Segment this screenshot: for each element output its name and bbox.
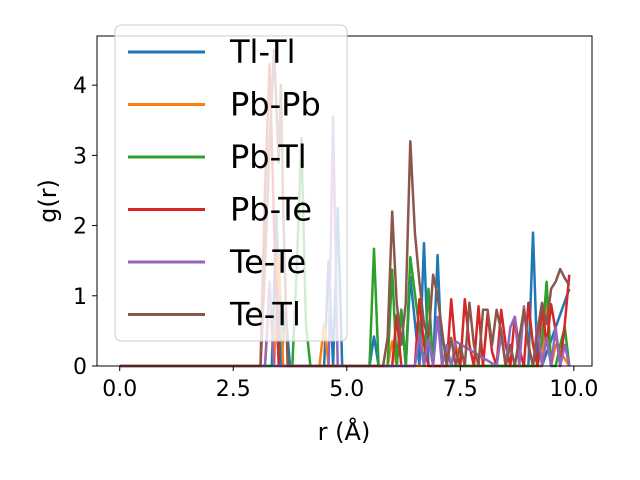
legend-label-tl-tl: Tl-Tl bbox=[229, 33, 295, 71]
legend-label-pb-tl: Pb-Tl bbox=[230, 138, 307, 176]
x-tick-label: 2.5 bbox=[216, 377, 251, 402]
legend-label-pb-pb: Pb-Pb bbox=[230, 86, 321, 124]
y-tick-label: 0 bbox=[73, 355, 87, 380]
y-tick-label: 4 bbox=[73, 74, 87, 99]
series-line-pb-pb bbox=[119, 252, 571, 368]
x-tick-label: 10.0 bbox=[549, 377, 598, 402]
y-tick-label: 3 bbox=[73, 144, 87, 169]
legend-label-pb-te: Pb-Te bbox=[230, 191, 312, 229]
x-tick-label: 7.5 bbox=[443, 377, 478, 402]
x-axis-ticks: 0.0 2.5 5.0 7.5 10.0 bbox=[102, 366, 598, 402]
x-tick-label: 0.0 bbox=[102, 377, 137, 402]
legend-label-te-tl: Te-Tl bbox=[229, 296, 301, 334]
legend-box bbox=[114, 24, 348, 342]
legend: Tl-Tl Pb-Pb Pb-Tl Pb-Te Te-Te Te-Tl bbox=[114, 24, 348, 342]
y-axis-label: g(r) bbox=[34, 179, 62, 223]
y-tick-label: 2 bbox=[73, 215, 87, 240]
x-tick-label: 5.0 bbox=[329, 377, 364, 402]
y-axis-ticks: 0 1 2 3 4 bbox=[73, 74, 97, 380]
y-tick-label: 1 bbox=[73, 285, 87, 310]
legend-label-te-te: Te-Te bbox=[229, 243, 306, 281]
x-axis-label: r (Å) bbox=[318, 417, 371, 446]
